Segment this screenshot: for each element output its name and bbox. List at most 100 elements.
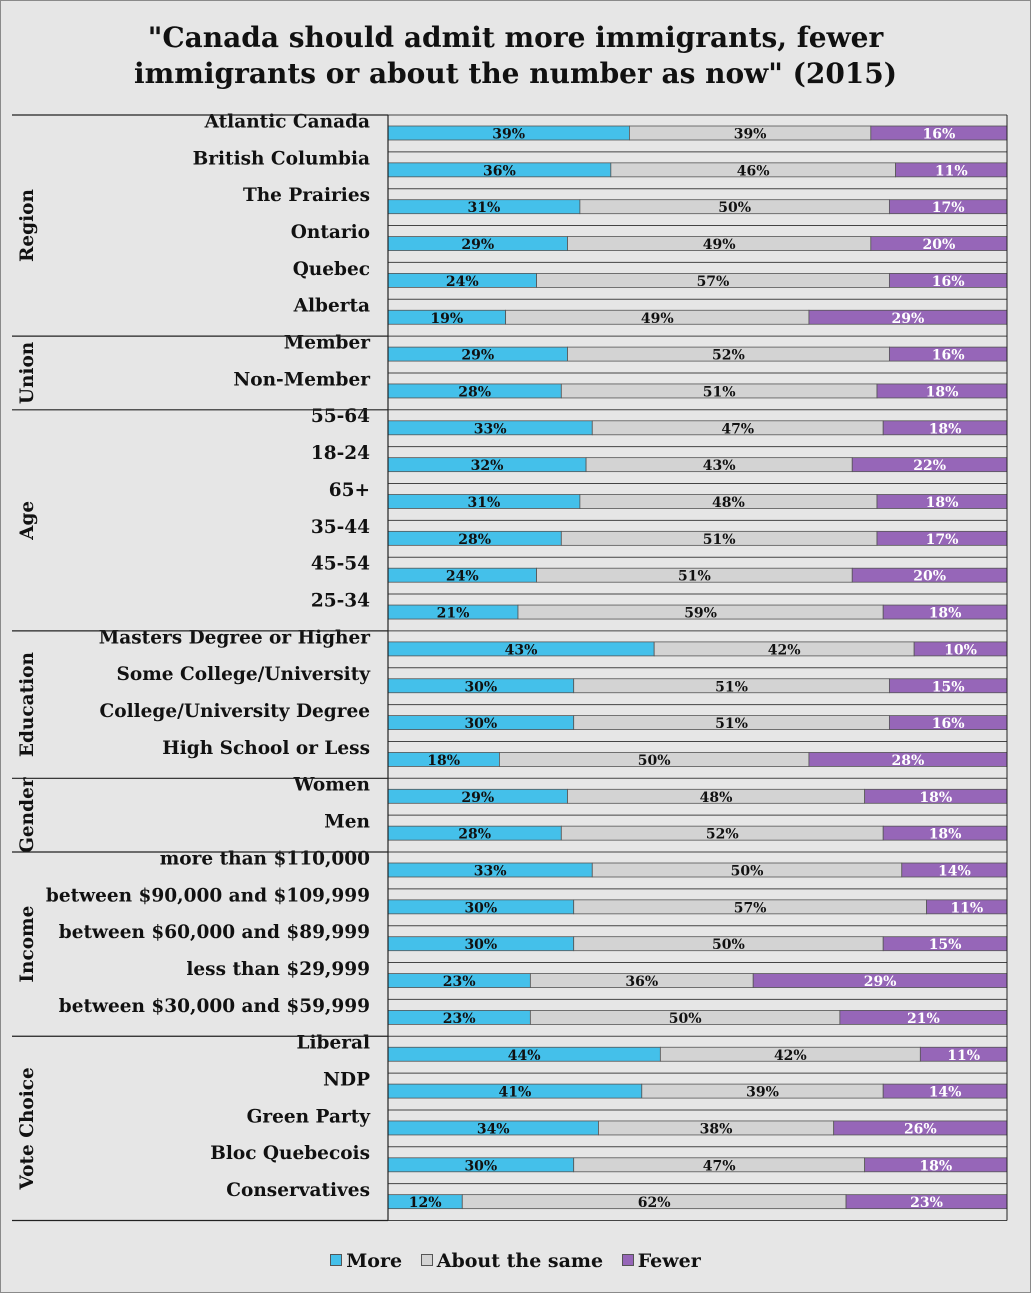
group-label-union: Union [17,341,38,404]
data-label-more-35-44: 28% [458,532,491,548]
category-label-alberta: Alberta [293,296,370,317]
data-label-fewer-green-party: 26% [904,1121,937,1137]
data-label-more-bloc-quebecois: 30% [464,1158,497,1174]
category-label-25-34: 25-34 [311,590,370,611]
data-label-more-more-than-110-000: 33% [474,864,507,880]
data-label-same-the-prairies: 50% [718,200,751,216]
data-label-fewer-between-30-000-and-59-999: 21% [907,1011,940,1027]
data-label-more-between-90-000-and-109-999: 30% [464,900,497,916]
data-label-fewer-the-prairies: 17% [932,200,965,216]
data-label-fewer-some-college-university: 15% [932,679,965,695]
data-label-fewer-more-than-110-000: 14% [938,864,971,880]
data-label-same-british-columbia: 46% [737,163,770,179]
category-label-ontario: Ontario [291,222,370,243]
data-label-same-less-than-29-999: 36% [625,974,658,990]
chart-title-line-1: "Canada should admit more immigrants, fe… [147,21,884,54]
data-label-same-ontario: 49% [703,237,736,253]
category-label-18-24: 18-24 [311,443,370,464]
data-label-fewer-between-60-000-and-89-999: 15% [929,937,962,953]
data-label-fewer-ontario: 20% [923,237,956,253]
data-label-same-masters-degree-or-higher: 42% [768,642,801,658]
data-label-more-55-64: 33% [474,421,507,437]
data-label-fewer-masters-degree-or-higher: 10% [944,642,977,658]
data-label-fewer-college-university-degree: 16% [932,716,965,732]
data-label-same-35-44: 51% [703,532,736,548]
category-label-less-than-29-999: less than $29,999 [186,959,370,980]
category-label-college-university-degree: College/University Degree [100,701,370,722]
category-label-british-columbia: British Columbia [193,148,370,169]
data-label-more-member: 29% [461,348,494,364]
data-label-more-65: 31% [468,495,501,511]
data-label-more-25-34: 21% [437,606,470,622]
legend-label-fewer: Fewer [637,1250,701,1272]
data-label-fewer-25-34: 18% [929,606,962,622]
data-label-same-college-university-degree: 51% [715,716,748,732]
data-label-same-women: 48% [700,790,733,806]
data-label-more-ndp: 41% [498,1085,531,1101]
data-label-same-non-member: 51% [703,384,736,400]
data-label-fewer-women: 18% [919,790,952,806]
data-label-more-less-than-29-999: 23% [443,974,476,990]
data-label-same-liberal: 42% [774,1048,807,1064]
legend-label-same: About the same [436,1250,604,1272]
data-label-fewer-35-44: 17% [926,532,959,548]
category-label-conservatives: Conservatives [226,1180,370,1201]
data-label-more-45-54: 24% [446,569,479,585]
chart-title-line-2: immigrants or about the number as now" (… [133,57,898,90]
group-label-income: Income [17,906,38,983]
category-label-bloc-quebecois: Bloc Quebecois [210,1143,370,1164]
category-label-35-44: 35-44 [311,517,370,538]
data-label-more-non-member: 28% [458,384,491,400]
data-label-same-some-college-university: 51% [715,679,748,695]
data-label-fewer-alberta: 29% [892,311,925,327]
data-label-more-british-columbia: 36% [483,163,516,179]
chart-title: "Canada should admit more immigrants, fe… [0,20,1031,92]
data-label-fewer-atlantic-canada: 16% [923,127,956,143]
data-label-same-18-24: 43% [703,458,736,474]
group-label-education: Education [17,652,38,758]
data-label-fewer-men: 18% [929,827,962,843]
category-label-men: Men [324,812,370,833]
category-label-ndp: NDP [323,1070,370,1091]
data-label-fewer-conservatives: 23% [910,1195,943,1211]
data-label-fewer-less-than-29-999: 29% [864,974,897,990]
category-label-between-30-000-and-59-999: between $30,000 and $59,999 [59,996,370,1017]
data-label-more-between-30-000-and-59-999: 23% [443,1011,476,1027]
data-label-same-65: 48% [712,495,745,511]
data-label-more-18-24: 32% [471,458,504,474]
category-label-55-64: 55-64 [311,406,370,427]
data-label-same-quebec: 57% [697,274,730,290]
data-label-more-between-60-000-and-89-999: 30% [464,937,497,953]
legend: More About the same Fewer [0,1250,1031,1272]
category-label-some-college-university: Some College/University [117,664,372,685]
data-label-fewer-ndp: 14% [929,1085,962,1101]
data-label-fewer-high-school-or-less: 28% [892,753,925,769]
data-label-fewer-55-64: 18% [929,421,962,437]
category-label-high-school-or-less: High School or Less [162,738,370,759]
legend-swatch-fewer [621,1254,634,1266]
data-label-fewer-quebec: 16% [932,274,965,290]
data-label-same-conservatives: 62% [638,1195,671,1211]
group-label-gender: Gender [17,777,38,853]
category-label-quebec: Quebec [293,259,370,280]
data-label-fewer-18-24: 22% [913,458,946,474]
data-label-fewer-british-columbia: 11% [935,163,968,179]
category-label-green-party: Green Party [247,1106,372,1127]
category-label-the-prairies: The Prairies [243,185,370,206]
data-label-more-some-college-university: 30% [464,679,497,695]
legend-swatch-same [420,1254,433,1266]
category-label-45-54: 45-54 [311,554,370,575]
data-label-same-25-34: 59% [684,606,717,622]
data-label-more-college-university-degree: 30% [464,716,497,732]
data-label-same-more-than-110-000: 50% [731,864,764,880]
data-label-same-member: 52% [712,348,745,364]
data-label-fewer-non-member: 18% [926,384,959,400]
data-label-more-alberta: 19% [430,311,463,327]
data-label-same-45-54: 51% [678,569,711,585]
data-label-same-between-90-000-and-109-999: 57% [734,900,767,916]
category-label-masters-degree-or-higher: Masters Degree or Higher [99,627,370,648]
group-label-vote-choice: Vote Choice [17,1067,38,1190]
data-label-same-green-party: 38% [700,1121,733,1137]
data-label-more-high-school-or-less: 18% [427,753,460,769]
data-label-same-men: 52% [706,827,739,843]
